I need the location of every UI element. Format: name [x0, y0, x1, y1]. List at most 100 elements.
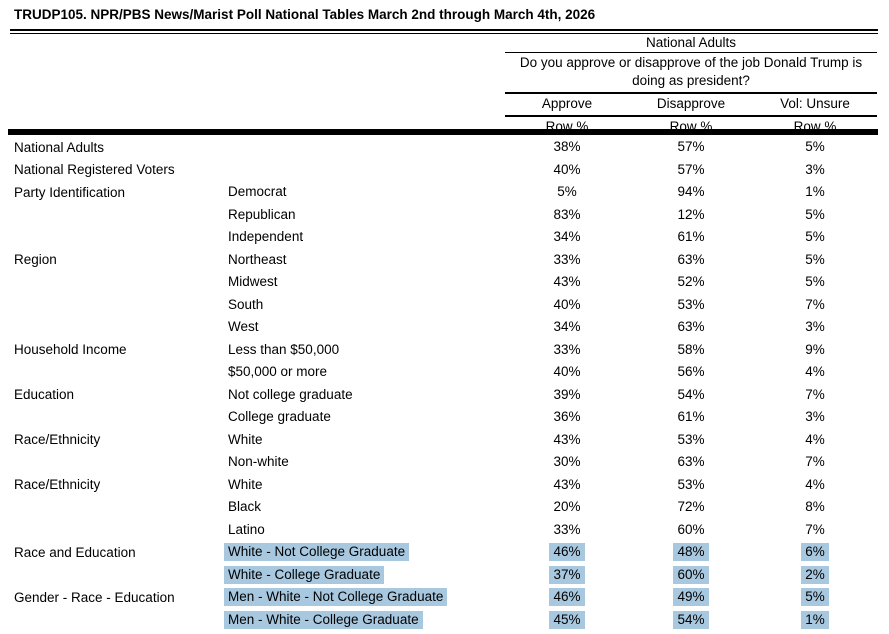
disapprove-value: 58% — [677, 341, 705, 357]
disapprove-value: 52% — [677, 274, 705, 290]
page-title: TRUDP105. NPR/PBS News/Marist Poll Natio… — [14, 7, 596, 22]
table-row: Independent 34% 61% 5% — [0, 226, 889, 249]
unsure-value: 3% — [805, 409, 825, 425]
category-label: Region — [14, 252, 57, 268]
approve-value: 39% — [553, 386, 581, 402]
approve-value: 36% — [553, 409, 581, 425]
subcategory-label: Northeast — [228, 251, 287, 267]
disapprove-value: 72% — [677, 499, 705, 515]
answer-column-headers: Approve Disapprove Vol: Unsure — [505, 94, 877, 115]
category-label: Race/Ethnicity — [14, 477, 101, 493]
unsure-value: 7% — [805, 454, 825, 470]
unsure-value: 9% — [805, 341, 825, 357]
subcategory-label: College graduate — [228, 409, 331, 425]
disapprove-value: 57% — [677, 139, 705, 155]
title-divider — [10, 29, 878, 34]
table-row: Region Northeast 33% 63% 5% — [0, 249, 889, 272]
table-row: Race/Ethnicity White 43% 53% 4% — [0, 474, 889, 497]
disapprove-value: 57% — [677, 161, 705, 177]
unsure-value: 2% — [753, 565, 877, 584]
unsure-value: 3% — [805, 161, 825, 177]
subcategory-label: $50,000 or more — [228, 364, 328, 380]
disapprove-value: 48% — [629, 543, 753, 562]
unsure-value: 5% — [805, 229, 825, 245]
approve-value: 33% — [553, 521, 581, 537]
table-row: $50,000 or more 40% 56% 4% — [0, 361, 889, 384]
approve-value: 34% — [553, 319, 581, 335]
approve-value: 33% — [553, 341, 581, 357]
table-row: White - College Graduate 37% 60% 2% — [0, 564, 889, 587]
header-body-separator — [8, 129, 878, 135]
subcategory-label: Midwest — [228, 274, 278, 290]
table-row: South 40% 53% 7% — [0, 294, 889, 317]
unsure-value: 8% — [805, 499, 825, 515]
table-row: West 34% 63% 3% — [0, 316, 889, 339]
approve-value: 45% — [505, 610, 629, 629]
unsure-value: 5% — [805, 274, 825, 290]
unsure-value: 4% — [805, 364, 825, 380]
column-header-approve: Approve — [541, 96, 593, 111]
disapprove-value: 53% — [677, 296, 705, 312]
unsure-value: 5% — [805, 139, 825, 155]
subcategory-label: Black — [228, 499, 262, 515]
subcategory-label: Not college graduate — [228, 386, 353, 402]
approve-value: 43% — [553, 431, 581, 447]
approve-value: 33% — [553, 251, 581, 267]
approve-value: 83% — [553, 206, 581, 222]
table-row: National Adults 38% 57% 5% — [0, 136, 889, 159]
table-row: Household Income Less than $50,000 33% 5… — [0, 339, 889, 362]
subcategory-label: White - College Graduate — [224, 565, 505, 584]
column-header-disapprove: Disapprove — [656, 96, 726, 111]
approve-value: 40% — [553, 161, 581, 177]
approve-value: 43% — [553, 476, 581, 492]
category-label: Education — [14, 387, 75, 403]
approve-value: 38% — [553, 139, 581, 155]
disapprove-value: 63% — [677, 319, 705, 335]
disapprove-value: 49% — [629, 588, 753, 607]
approve-value: 43% — [553, 274, 581, 290]
unsure-value: 5% — [753, 588, 877, 607]
table-body: National Adults 38% 57% 5% National Regi… — [0, 136, 889, 631]
disapprove-value: 53% — [677, 431, 705, 447]
unsure-value: 1% — [753, 610, 877, 629]
disapprove-value: 54% — [677, 386, 705, 402]
approve-value: 37% — [505, 565, 629, 584]
approve-value: 20% — [553, 499, 581, 515]
approve-value: 34% — [553, 229, 581, 245]
question-text: Do you approve or disapprove of the job … — [519, 55, 863, 88]
category-label: National Registered Voters — [14, 162, 175, 178]
header-divider-2 — [505, 92, 877, 94]
table-row: Republican 83% 12% 5% — [0, 204, 889, 227]
subcategory-label: Men - White - College Graduate — [224, 610, 505, 629]
disapprove-value: 94% — [677, 184, 705, 200]
approve-value: 5% — [557, 184, 577, 200]
category-label: Race and Education — [14, 544, 136, 560]
category-label: Gender - Race - Education — [14, 589, 175, 605]
unsure-value: 5% — [805, 251, 825, 267]
unsure-value: 1% — [805, 184, 825, 200]
unsure-value: 7% — [805, 386, 825, 402]
subcategory-label: White - Not College Graduate — [224, 543, 505, 562]
unsure-value: 5% — [805, 206, 825, 222]
table-row: College graduate 36% 61% 3% — [0, 406, 889, 429]
subcategory-label: Less than $50,000 — [228, 341, 340, 357]
header-divider-1 — [505, 52, 877, 53]
table-row: Party Identification Democrat 5% 94% 1% — [0, 181, 889, 204]
unsure-value: 7% — [805, 296, 825, 312]
subcategory-label: Men - White - Not College Graduate — [224, 588, 505, 607]
approve-value: 46% — [505, 588, 629, 607]
disapprove-value: 54% — [629, 610, 753, 629]
category-label: Race/Ethnicity — [14, 432, 101, 448]
approve-value: 40% — [553, 296, 581, 312]
unsure-value: 4% — [805, 431, 825, 447]
subcategory-label: Latino — [228, 521, 265, 537]
unsure-value: 7% — [805, 521, 825, 537]
table-row: Non-white 30% 63% 7% — [0, 451, 889, 474]
disapprove-value: 60% — [629, 565, 753, 584]
disapprove-value: 56% — [677, 364, 705, 380]
category-label: Household Income — [14, 342, 127, 358]
table-row: Gender - Race - Education Men - White - … — [0, 586, 889, 609]
table-row: Men - White - College Graduate 45% 54% 1… — [0, 609, 889, 632]
subcategory-label: White — [228, 476, 263, 492]
header-divider-3 — [505, 115, 877, 117]
